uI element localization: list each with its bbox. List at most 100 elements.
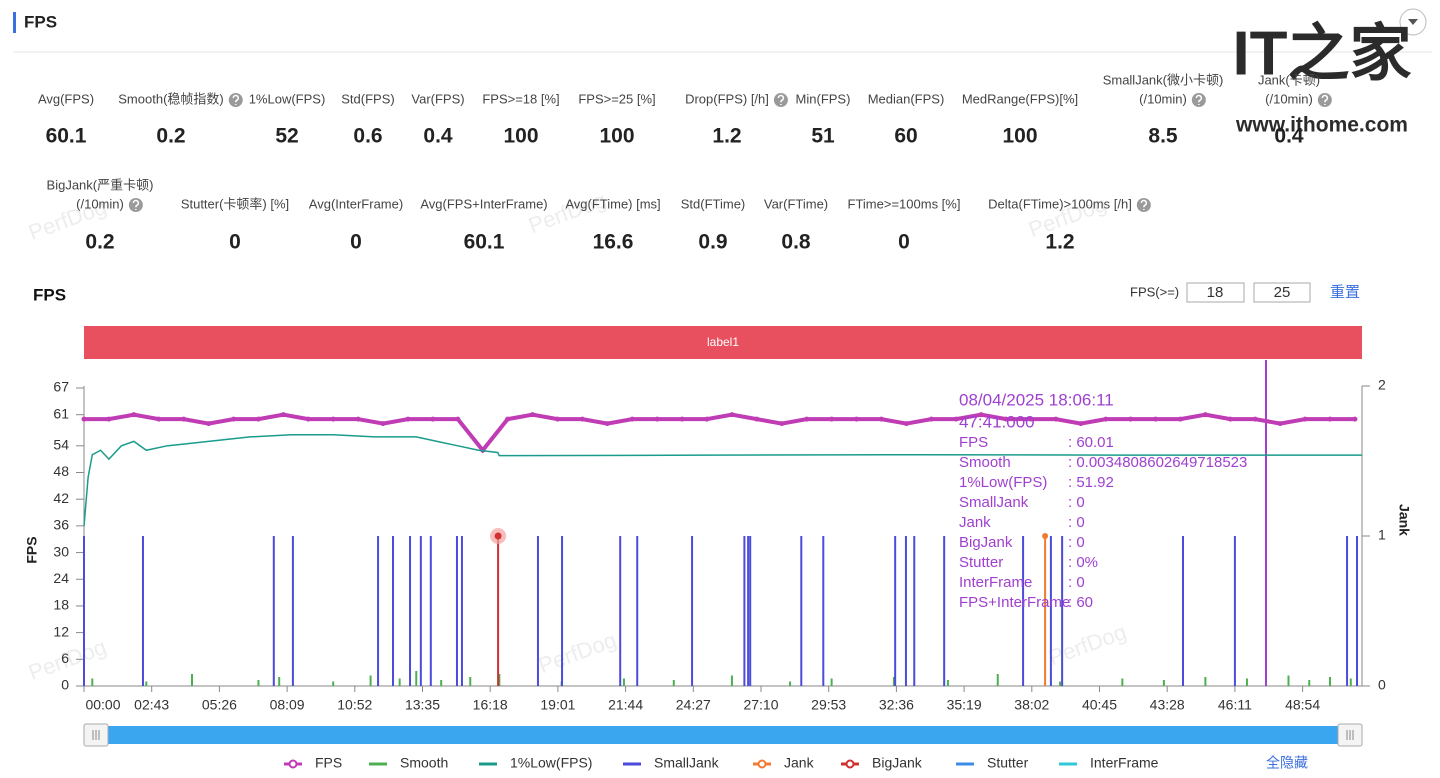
y-tick-label: 61 [53, 405, 69, 421]
x-tick-label: 05:26 [202, 697, 237, 713]
watermark: PerfDog [535, 627, 619, 678]
x-tick-label: 13:35 [405, 697, 440, 713]
metric-value: 0.4 [1274, 125, 1304, 148]
y-tick-label: 6 [61, 650, 69, 666]
help-icon[interactable] [1136, 198, 1151, 212]
help-icon[interactable] [1317, 93, 1332, 107]
y-tick-label: 12 [53, 623, 69, 639]
fps-point [255, 416, 261, 422]
metric-value: 0 [350, 231, 362, 254]
legend-item[interactable]: Smooth [369, 755, 448, 771]
legend-item[interactable]: InterFrame [1059, 755, 1159, 771]
help-glyph [777, 94, 785, 105]
fps-point [1103, 416, 1109, 422]
tooltip-value: : 51.92 [1068, 474, 1114, 491]
legend-item[interactable]: 1%Low(FPS) [479, 755, 592, 771]
metric-value: 8.5 [1148, 125, 1178, 148]
help-icon[interactable] [128, 198, 143, 212]
legend-marker [845, 759, 855, 769]
help-icon[interactable] [228, 93, 243, 107]
fps-point [829, 416, 835, 422]
fps-point [1153, 416, 1159, 422]
legend-label: Stutter [987, 755, 1029, 771]
x-tick-label: 16:18 [473, 697, 508, 713]
fps-point [405, 416, 411, 422]
fps-point [978, 412, 984, 418]
y-tick-label: 54 [53, 437, 69, 453]
tooltip-label: FPS+InterFrame [959, 594, 1070, 611]
fps-point [181, 416, 187, 422]
metric-value: 100 [1002, 125, 1037, 148]
fps-point [604, 421, 610, 427]
x-tick-label: 38:02 [1014, 697, 1049, 713]
tooltip-time: 47:41.000 [959, 412, 1035, 431]
fps-point [1277, 421, 1283, 427]
fps-point [1078, 421, 1084, 427]
metric-label: Var(FPS) [411, 91, 464, 106]
watermark: PerfDog [1045, 619, 1129, 670]
legend-item[interactable]: Jank [753, 755, 815, 771]
fps-point [1053, 416, 1059, 422]
help-circle [1317, 93, 1332, 107]
x-tick-label: 00:00 [85, 697, 120, 713]
metric-value: 51 [811, 125, 835, 148]
metric-label: FPS>=18 [%] [482, 91, 559, 106]
legend-label: Smooth [400, 755, 448, 771]
legend-item[interactable]: SmallJank [623, 755, 720, 771]
fps-point [704, 416, 710, 422]
tooltip-label: 1%Low(FPS) [959, 474, 1047, 491]
tooltip-value: : 0% [1068, 554, 1098, 571]
tooltip-label: Jank [959, 514, 991, 531]
metric-value: 16.6 [593, 231, 634, 254]
x-tick-label: 40:45 [1082, 697, 1117, 713]
fps-point [1177, 416, 1183, 422]
x-tick-label: 27:10 [743, 697, 778, 713]
fps-point [878, 416, 884, 422]
hide-all[interactable]: 全隐藏 [1266, 755, 1308, 771]
fps-point [679, 416, 685, 422]
x-tick-label: 10:52 [337, 697, 372, 713]
scrollbar[interactable] [83, 723, 1363, 747]
x-tick-label: 43:28 [1150, 697, 1185, 713]
y2-tick-label: 2 [1378, 377, 1386, 393]
x-tick-label: 21:44 [608, 697, 643, 713]
reset-button[interactable]: 重置 [1330, 284, 1360, 301]
label-band-text: label1 [707, 335, 739, 349]
help-icon[interactable] [773, 93, 788, 107]
chart-title: FPS [33, 285, 66, 304]
tooltip: 08/04/2025 18:06:11 47:41.000 FPS: 60.01 Sm… [959, 390, 1247, 610]
legend-item[interactable]: Stutter [956, 755, 1029, 771]
fps-point [1252, 416, 1258, 422]
y2-tick-label: 0 [1378, 677, 1386, 693]
threshold-input[interactable]: 18 [1186, 282, 1245, 303]
legend-item[interactable]: BigJank [841, 755, 923, 771]
metric-value: 0.6 [353, 125, 382, 148]
metric-label: (/10min) [1265, 91, 1313, 106]
help-glyph [1321, 94, 1329, 105]
legend-marker [288, 759, 298, 769]
legend-item[interactable]: FPS [284, 755, 342, 771]
jank-point [1042, 533, 1049, 539]
tooltip-label: BigJank [959, 534, 1013, 551]
metrics: Avg(FPS) 60.1 Smooth(稳帧指数) 0.2 1%Low(FPS) 52 S… [38, 72, 1332, 254]
fps-point [81, 416, 87, 422]
fps-point [1302, 416, 1308, 422]
metric-label: Std(FTime) [681, 196, 746, 211]
fps-point [854, 416, 860, 422]
fps-point [530, 412, 536, 418]
legend-marker [757, 759, 767, 769]
help-circle [1136, 198, 1151, 212]
legend-label: FPS [315, 755, 342, 771]
help-icon[interactable] [1191, 93, 1206, 107]
threshold-input[interactable]: 25 [1253, 282, 1311, 303]
fps-point [654, 416, 660, 422]
dropdown-button[interactable] [1399, 8, 1427, 36]
x-tick-label: 29:53 [811, 697, 846, 713]
logo: IT之家 [1232, 19, 1411, 88]
help-circle [773, 93, 788, 107]
metric-value: 0.2 [156, 125, 185, 148]
y-tick-label: 30 [53, 543, 69, 559]
metric-value: 0.2 [85, 231, 114, 254]
threshold-value: 25 [1274, 284, 1291, 301]
